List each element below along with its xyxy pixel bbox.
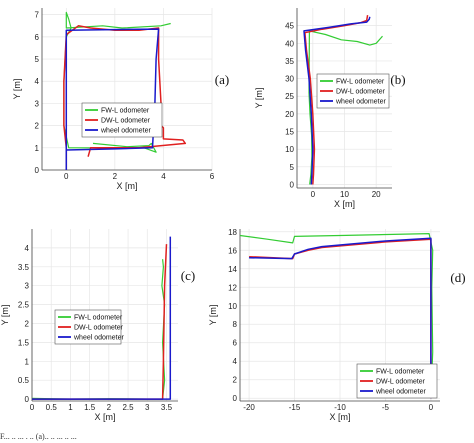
y-tick-label: 40 (285, 39, 294, 48)
y-tick-label: 15 (285, 128, 294, 137)
y-axis-label: Y [m] (254, 88, 264, 109)
x-tick-label: 1 (68, 403, 73, 412)
y-tick-label: 8 (233, 320, 238, 329)
x-tick-label: 0 (311, 190, 316, 199)
y-tick-label: 18 (228, 228, 237, 237)
legend-entry: FW-L odometer (336, 79, 385, 86)
legend-entry: DW-L odometer (74, 325, 124, 332)
x-tick-label: -5 (382, 403, 390, 412)
legend-entry: wheel odometer (335, 99, 386, 106)
legend-entry: FW-L odometer (376, 369, 425, 376)
y-tick-label: 2 (25, 320, 30, 329)
y-axis-label: Y [m] (12, 79, 22, 100)
legend-entry: DW-L odometer (101, 118, 151, 125)
y-tick-label: 10 (228, 302, 237, 311)
y-tick-label: 4 (25, 244, 30, 253)
x-tick-label: -10 (334, 403, 346, 412)
x-tick-label: 10 (340, 190, 349, 199)
x-tick-label: 2.5 (122, 403, 134, 412)
x-tick-label: -20 (243, 403, 255, 412)
y-tick-label: 3 (25, 282, 30, 291)
y-tick-label: 10 (285, 145, 294, 154)
x-axis-label: X [m] (116, 181, 137, 191)
x-tick-label: 0 (429, 403, 434, 412)
legend-entry: wheel odometer (375, 389, 426, 396)
legend-entry: wheel odometer (73, 335, 124, 342)
y-tick-label: 5 (35, 55, 40, 64)
x-tick-label: 6 (210, 172, 215, 181)
y-tick-label: 1 (35, 144, 40, 153)
series-line-wheel-odometer (65, 28, 160, 170)
x-tick-label: -15 (289, 403, 301, 412)
y-tick-label: 16 (228, 246, 237, 255)
y-tick-label: 14 (228, 265, 237, 274)
x-tick-label: 20 (372, 190, 381, 199)
x-tick-label: 2 (107, 403, 112, 412)
legend-entry: DW-L odometer (376, 379, 426, 386)
x-tick-label: 1.5 (84, 403, 96, 412)
y-tick-label: 30 (285, 75, 294, 84)
y-tick-label: 1.5 (18, 338, 30, 347)
x-tick-label: 0.5 (46, 403, 58, 412)
y-tick-label: 20 (285, 110, 294, 119)
y-tick-label: 2.5 (18, 301, 30, 310)
y-tick-label: 2 (233, 376, 238, 385)
legend-entry: DW-L odometer (336, 89, 386, 96)
y-tick-label: 2 (35, 122, 40, 131)
series-line-wheel-odometer (32, 236, 172, 400)
y-axis-label: Y [m] (208, 305, 218, 326)
y-tick-label: 7 (35, 11, 40, 20)
y-tick-label: 12 (228, 283, 237, 292)
series-line-wheel-odometer (303, 16, 371, 185)
y-tick-label: 3 (35, 99, 40, 108)
y-tick-label: 4 (35, 77, 40, 86)
x-axis-label: X [m] (329, 412, 350, 422)
y-tick-label: 0.5 (18, 376, 30, 385)
legend-entry: wheel odometer (100, 128, 151, 135)
series-line-fw-l-odometer (240, 233, 434, 399)
y-tick-label: 45 (285, 22, 294, 31)
x-tick-label: 3.5 (161, 403, 173, 412)
chart-panel-0: 0 2 4 6 0 1 2 3 4 5 6 7 X [m] Y [m] FW-L odometer DW-L … (12, 8, 229, 191)
y-tick-label: 1 (25, 357, 30, 366)
y-tick-label: 25 (285, 92, 294, 101)
panel-label: (a) (215, 72, 229, 87)
x-tick-label: 2 (113, 172, 118, 181)
x-tick-label: 4 (161, 172, 166, 181)
y-tick-label: 0 (233, 394, 238, 403)
x-tick-label: 3 (145, 403, 150, 412)
series-line-wheel-odometer (249, 237, 432, 399)
y-tick-label: 0 (290, 180, 295, 189)
plot-area (42, 8, 212, 170)
y-tick-label: 6 (35, 33, 40, 42)
x-axis-label: X [m] (94, 412, 115, 422)
y-tick-label: 0 (25, 395, 30, 404)
figure-caption: F... .. ... . .. (a).. .. ... .. ... (0, 432, 77, 441)
y-tick-label: 5 (290, 163, 295, 172)
panel-label: (d) (450, 270, 465, 285)
chart-panel-3: -20 -15 -10 -5 0 0 2 4 6 8 10 12 14 16 18 X [m] Y [m] FW-… (208, 228, 466, 422)
legend-entry: FW-L odometer (74, 315, 123, 322)
x-tick-label: 0 (30, 403, 35, 412)
x-tick-label: 0 (64, 172, 69, 181)
panel-label: (b) (390, 72, 405, 87)
y-tick-label: 35 (285, 57, 294, 66)
chart-panel-1: 0 10 20 0 5 10 15 20 25 30 35 40 45 X [m] Y [m] FW-L od… (254, 8, 406, 209)
y-tick-label: 6 (233, 339, 238, 348)
chart-panel-2: 0 0.5 1 1.5 2 2.5 3 3.5 0 0.5 1 1.5 2 2.5 3 3.5 4 X [m] Y … (0, 229, 195, 422)
panel-label: (c) (181, 268, 195, 283)
series-line-dw-l-odometer (63, 25, 187, 170)
legend-entry: FW-L odometer (101, 108, 150, 115)
y-tick-label: 0 (35, 166, 40, 175)
y-axis-label: Y [m] (0, 305, 10, 326)
y-tick-label: 3.5 (18, 263, 30, 272)
y-tick-label: 4 (233, 357, 238, 366)
x-axis-label: X [m] (334, 199, 355, 209)
